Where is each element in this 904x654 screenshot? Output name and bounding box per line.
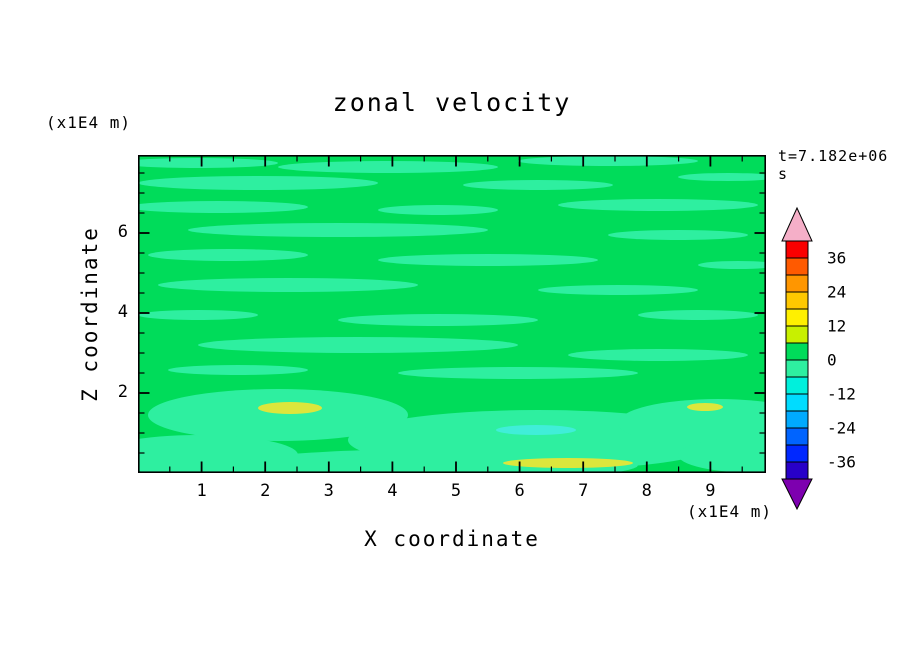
y-axis-unit: (x1E4 m) — [46, 113, 132, 132]
colorbar-label: 12 — [827, 317, 846, 336]
x-tick-label: 4 — [387, 481, 398, 501]
colorbar-segment — [785, 308, 809, 327]
x-tick-label: 3 — [323, 481, 334, 501]
colorbar-label: -24 — [827, 419, 856, 438]
chart-title: zonal velocity — [332, 88, 572, 117]
y-tick-label: 4 — [117, 302, 128, 322]
x-tick-label: 8 — [641, 481, 652, 501]
colorbar-label: 24 — [827, 283, 846, 302]
colorbar-label: -12 — [827, 385, 856, 404]
x-axis-label: X coordinate — [364, 527, 540, 551]
x-tick-label: 5 — [450, 481, 462, 501]
cyan-spot — [496, 425, 576, 435]
y-tick-labels: 2 4 6 — [102, 155, 130, 473]
colorbar-segment — [785, 325, 809, 344]
colorbar-segment — [785, 393, 809, 412]
x-tick-labels: 1 2 3 4 5 6 7 8 9 — [138, 481, 766, 505]
colorbar-segment — [785, 461, 809, 480]
time-annotation: t=7.182e+06 s — [778, 147, 889, 183]
colorbar-arrow-bottom — [781, 478, 813, 511]
x-tick-label: 2 — [260, 481, 271, 501]
y-axis-label: Z coordinate — [78, 226, 102, 402]
colorbar-segment — [785, 240, 809, 259]
streak-blobs — [138, 156, 766, 473]
y-tick-label: 2 — [117, 382, 128, 402]
colorbar-label: -36 — [827, 453, 856, 472]
colorbar: 36 24 12 0 -12 -24 -36 — [781, 206, 856, 511]
colorbar-label: 0 — [827, 351, 837, 370]
x-tick-label: 7 — [578, 481, 589, 501]
colorbar-segment — [785, 359, 809, 378]
colorbar-segment — [785, 427, 809, 446]
colorbar-segment — [785, 376, 809, 395]
yellow-spots — [258, 402, 723, 468]
x-tick-label: 1 — [196, 481, 207, 501]
contour-field — [138, 155, 766, 473]
colorbar-label: 36 — [827, 249, 846, 268]
colorbar-segment — [785, 410, 809, 429]
plot-frame — [138, 155, 766, 473]
y-tick-label: 6 — [117, 222, 128, 242]
colorbar-segment — [785, 444, 809, 463]
colorbar-segment — [785, 291, 809, 310]
colorbar-segment — [785, 257, 809, 276]
x-tick-label: 9 — [705, 481, 716, 501]
x-axis-unit: (x1E4 m) — [687, 502, 773, 521]
x-tick-label: 6 — [514, 481, 525, 501]
colorbar-segment — [785, 342, 809, 361]
colorbar-arrow-top — [781, 206, 813, 242]
axis-ticks — [139, 156, 765, 472]
colorbar-segment — [785, 274, 809, 293]
